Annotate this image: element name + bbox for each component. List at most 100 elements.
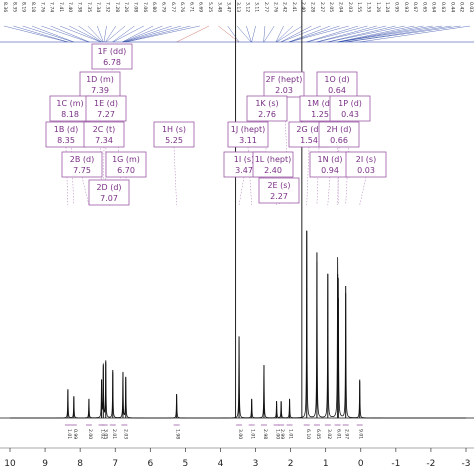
peak-label-id: 1N (d) bbox=[318, 155, 343, 164]
peak-label-connector bbox=[278, 202, 282, 206]
label-connector bbox=[263, 25, 275, 43]
peak-label-id: 2G (d) bbox=[296, 125, 321, 134]
peak-label-box bbox=[61, 151, 103, 178]
label-connector bbox=[328, 25, 405, 43]
label-connector bbox=[346, 25, 461, 43]
peak-label-id: 2C (t) bbox=[93, 125, 116, 134]
label-connector bbox=[69, 25, 102, 43]
peak-label-box bbox=[252, 151, 294, 178]
top-shift-label: 0.42 bbox=[459, 2, 465, 12]
peak-label-id: 1E (d) bbox=[94, 99, 118, 108]
peak-label-2c: 2C (t) 7.34 bbox=[83, 121, 125, 206]
label-connector bbox=[306, 25, 359, 43]
peak-label-shift: 2.40 bbox=[264, 166, 282, 175]
peak-label-shift: 2.03 bbox=[275, 86, 293, 95]
top-shift-label: 0.63 bbox=[440, 2, 446, 12]
integral-value: 3.00 bbox=[237, 429, 243, 439]
label-connector bbox=[280, 25, 312, 43]
top-shift-label: 0.03 bbox=[468, 2, 474, 12]
peak-label-shift: 7.27 bbox=[97, 110, 115, 119]
integral-value: 2.98 bbox=[262, 429, 268, 439]
integral-value: 6.01 bbox=[336, 429, 342, 439]
label-connector bbox=[3, 25, 68, 43]
label-connector bbox=[276, 25, 294, 43]
peak-label-connector bbox=[306, 146, 310, 206]
peak-label-id: 1M (d) bbox=[307, 99, 333, 108]
peak-label-id: 2E (s) bbox=[267, 181, 290, 190]
top-shift-label: 6.79 bbox=[160, 2, 166, 12]
peak-label-id: 1D (m) bbox=[86, 75, 114, 84]
peak-label-id: 1K (s) bbox=[255, 99, 278, 108]
peak-label-box bbox=[85, 95, 127, 122]
label-connector bbox=[123, 25, 172, 43]
peak-label-1c: 1C (m) 8.18 bbox=[49, 95, 91, 206]
top-shift-label: 7.08 bbox=[132, 2, 138, 12]
top-shift-label: 3.11 bbox=[254, 2, 260, 12]
label-connector bbox=[41, 25, 89, 43]
integral-value: 6.10 bbox=[305, 429, 311, 439]
top-shift-label: 0.65 bbox=[421, 2, 427, 12]
top-shift-label: 1.24 bbox=[384, 2, 390, 12]
peak-label-1g: 1G (m) 6.70 bbox=[105, 151, 147, 206]
peak-label-box bbox=[83, 121, 125, 148]
top-shift-label: 0.93 bbox=[403, 2, 409, 12]
top-shift-label: 7.34 bbox=[95, 2, 101, 12]
top-shift-label: 2.40 bbox=[300, 2, 306, 12]
peak-label-shift: 2.27 bbox=[270, 192, 288, 201]
label-connector bbox=[59, 25, 101, 43]
top-shift-label: 1.53 bbox=[365, 2, 371, 12]
label-connector bbox=[31, 25, 74, 43]
top-shift-label: 6.77 bbox=[170, 2, 176, 12]
label-connector bbox=[97, 25, 104, 43]
top-shift-label: 0.64 bbox=[431, 2, 437, 12]
peak-label-id: 1B (d) bbox=[54, 125, 78, 134]
integral-value: 1.01 bbox=[66, 429, 72, 439]
x-tick-label: -2 bbox=[426, 459, 435, 469]
peak-label-shift: 3.47 bbox=[235, 166, 253, 175]
integral-value: 1.01 bbox=[288, 429, 294, 439]
peak-label-shift: 5.25 bbox=[165, 136, 183, 145]
peak-label-2b: 2B (d) 7.75 bbox=[61, 151, 103, 206]
top-shift-label: 5.25 bbox=[207, 2, 213, 12]
peak-label-shift: 7.07 bbox=[100, 194, 118, 203]
top-shift-label: 3.13 bbox=[235, 2, 241, 12]
top-shift-label: 7.40 bbox=[67, 2, 73, 12]
top-shift-label: 7.28 bbox=[114, 2, 120, 12]
peak-label-box bbox=[329, 95, 371, 122]
peak-label-boxes: 1F (dd) 6.78 1D (m) 7.39 1C (m) 8.18 1E (d) 7.2… bbox=[45, 43, 387, 206]
top-shift-label: 6.80 bbox=[151, 2, 157, 12]
peak-label-shift: 8.18 bbox=[61, 110, 79, 119]
top-shift-label: 7.35 bbox=[86, 2, 92, 12]
label-connector bbox=[289, 25, 349, 43]
top-shift-label: 3.47 bbox=[226, 2, 232, 12]
peak-label-id: 1J (hept) bbox=[231, 125, 265, 134]
peak-label-1d: 1D (m) 7.39 bbox=[79, 71, 121, 206]
label-connector bbox=[317, 25, 387, 43]
peak-label-shift: 7.75 bbox=[73, 166, 91, 175]
peak-label-box bbox=[153, 121, 195, 148]
integral-value: 2.97 bbox=[344, 429, 350, 439]
peak-label-2e: 2E (s) 2.27 bbox=[258, 177, 300, 206]
label-connector bbox=[338, 25, 443, 43]
x-tick-label: 2 bbox=[288, 459, 294, 469]
peak-label-connector bbox=[173, 146, 177, 206]
peak-label-id: 2B (d) bbox=[70, 155, 94, 164]
x-tick-label: 6 bbox=[147, 459, 153, 469]
top-shift-label: 0.67 bbox=[412, 2, 418, 12]
label-connector bbox=[275, 25, 284, 43]
peak-label-id: 1L (hept) bbox=[255, 155, 292, 164]
top-shift-label: 7.38 bbox=[77, 2, 83, 12]
spectrum-line bbox=[10, 230, 466, 419]
integral-value: 2.99 bbox=[279, 429, 285, 439]
x-tick-label: 5 bbox=[183, 459, 189, 469]
peak-label-shift: 0.64 bbox=[328, 86, 346, 95]
peak-label-shift: 6.70 bbox=[117, 166, 135, 175]
peak-label-shift: 1.25 bbox=[311, 110, 329, 119]
peak-label-2h: 2H (d) 0.66 bbox=[318, 121, 360, 206]
top-shift-label: 7.32 bbox=[105, 2, 111, 12]
peak-label-box bbox=[309, 151, 351, 178]
peak-label-id: 2D (d) bbox=[96, 183, 121, 192]
peak-label-id: 1H (s) bbox=[162, 125, 186, 134]
label-connector bbox=[337, 25, 415, 43]
peak-label-shift: 7.34 bbox=[95, 136, 113, 145]
